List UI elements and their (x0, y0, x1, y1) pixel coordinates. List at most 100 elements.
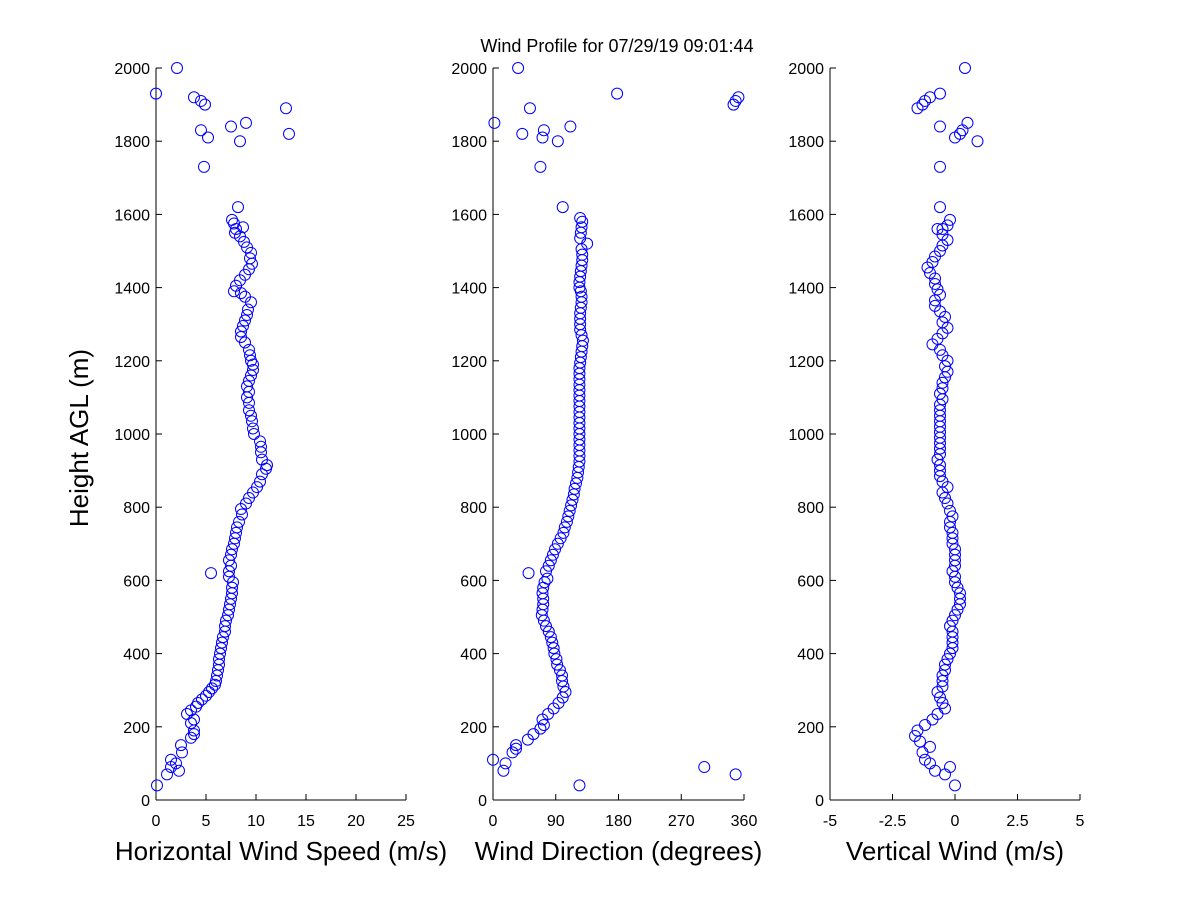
data-point (551, 135, 564, 148)
data-point (951, 603, 964, 616)
data-point (934, 464, 946, 477)
x-tick-label: -2.5 (879, 813, 907, 830)
x-tick-label: 360 (731, 813, 758, 830)
data-point (727, 98, 740, 111)
data-point (553, 664, 566, 677)
data-point (202, 131, 214, 144)
data-point (936, 223, 949, 236)
data-point (195, 124, 207, 137)
data-point (939, 702, 951, 715)
data-point (534, 722, 547, 735)
data-point (949, 131, 961, 144)
data-point (924, 740, 936, 753)
y-axis-label: Height AGL (m) (64, 349, 94, 527)
data-point (232, 201, 244, 214)
data-point (226, 581, 238, 594)
data-point (929, 299, 941, 312)
data-point (946, 510, 959, 523)
x-tick-label: -5 (823, 813, 837, 830)
chart-panel-1: 0 200 400 600 800 1000 1200 1400 1600 1800 2000 0 5 1… (114, 61, 447, 866)
data-point (188, 91, 200, 104)
data-point (226, 543, 238, 556)
data-point (544, 631, 557, 644)
data-point (949, 543, 961, 556)
data-point (231, 521, 243, 534)
data-point (244, 349, 256, 362)
x-tick-label: 5 (202, 813, 211, 830)
data-point (554, 532, 567, 545)
data-point (729, 768, 742, 781)
data-point (944, 647, 956, 660)
y-tick-label: 800 (123, 500, 150, 517)
y-tick-label: 1600 (788, 207, 824, 224)
data-point (919, 94, 931, 107)
data-point (536, 131, 549, 144)
data-point (934, 245, 946, 257)
data-point (924, 266, 936, 279)
data-point (971, 135, 984, 148)
y-tick-label: 1200 (451, 354, 487, 371)
data-point (936, 349, 949, 362)
data-point (185, 731, 197, 744)
data-point (216, 636, 228, 649)
x-axis-label: Vertical Wind (m/s) (846, 836, 1064, 866)
data-point (234, 135, 246, 148)
data-point (954, 592, 966, 605)
data-point (228, 285, 240, 298)
data-point (541, 572, 554, 585)
x-tick-label: 0 (951, 813, 960, 830)
x-tick-label: 2.5 (1006, 813, 1028, 830)
data-point (243, 404, 255, 417)
data-point (192, 697, 204, 710)
data-point (205, 567, 217, 580)
data-point (936, 669, 949, 682)
data-point (219, 620, 231, 633)
data-point (181, 707, 193, 720)
data-point (575, 221, 588, 234)
y-tick-label: 200 (460, 720, 487, 737)
data-point (523, 102, 536, 115)
data-point (245, 409, 257, 422)
data-point (176, 746, 188, 759)
data-point (547, 642, 560, 655)
y-tick-label: 1000 (114, 427, 150, 444)
data-point (510, 739, 523, 752)
y-tick-label: 1200 (114, 354, 150, 371)
data-point (254, 435, 266, 448)
y-tick-label: 1000 (451, 427, 487, 444)
x-tick-label: 270 (668, 813, 695, 830)
data-point (954, 587, 966, 600)
x-tick-label: 25 (397, 813, 415, 830)
data-point (499, 757, 512, 770)
data-point (934, 160, 946, 173)
data-point (556, 201, 569, 214)
data-point (175, 739, 187, 752)
data-point (946, 631, 959, 644)
data-point (551, 537, 564, 550)
data-point (944, 761, 956, 774)
data-point (280, 102, 292, 115)
data-point (256, 453, 268, 466)
y-tick-label: 1400 (788, 281, 824, 298)
data-point (939, 492, 951, 505)
y-tick-label: 400 (123, 647, 150, 664)
y-tick-label: 1400 (451, 281, 487, 298)
data-point (946, 565, 959, 578)
data-point (488, 116, 501, 129)
data-point (959, 62, 971, 74)
x-tick-label: 15 (297, 813, 315, 830)
data-point (941, 497, 954, 510)
data-point (936, 382, 949, 395)
data-point (576, 248, 589, 261)
data-point (239, 314, 251, 327)
data-point (237, 320, 249, 333)
data-point (565, 499, 578, 512)
data-point (934, 691, 946, 704)
data-point (247, 363, 259, 376)
data-point (941, 653, 954, 666)
y-tick-label: 1800 (788, 134, 824, 151)
data-point (534, 160, 547, 173)
data-point (944, 213, 956, 226)
